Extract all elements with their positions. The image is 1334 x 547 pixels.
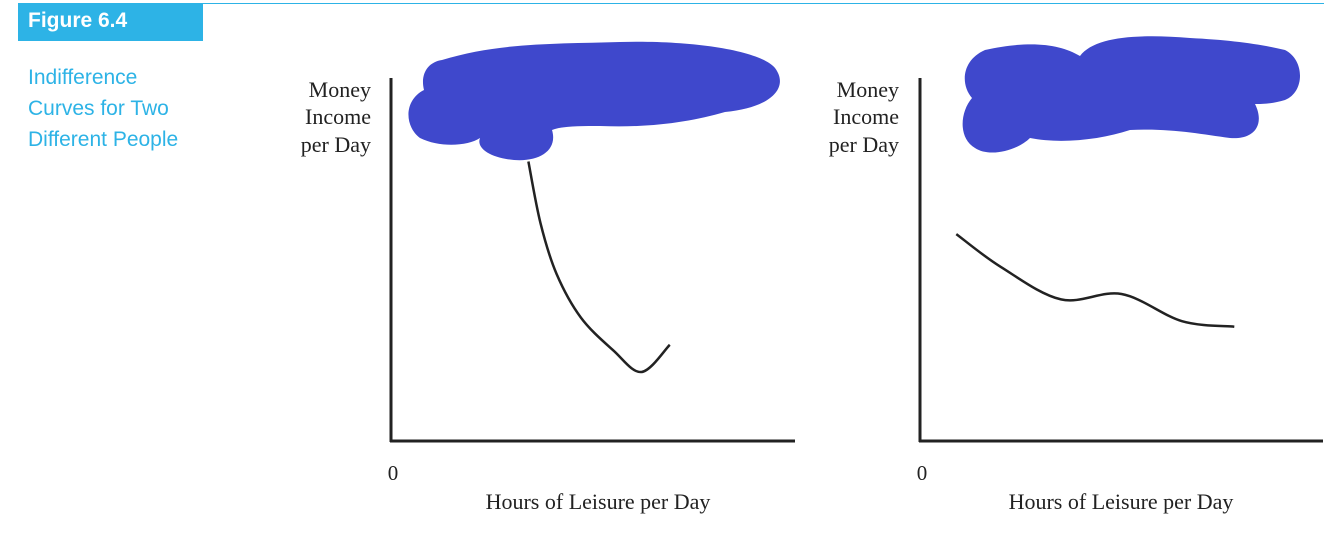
y-axis-label-line: Money (837, 77, 899, 102)
indifference-curve (527, 161, 671, 374)
origin-label: 0 (917, 461, 928, 485)
y-axis-label-line: Money (309, 77, 371, 102)
caption-line: Indifference (28, 66, 138, 89)
y-axis-label-line: per Day (829, 132, 899, 157)
top-rule (203, 3, 1324, 4)
caption-line: Curves for Two (28, 97, 169, 120)
chart-right: Money Income per Day 0 Hours of Leisure … (829, 36, 1323, 514)
x-axis-label: Hours of Leisure per Day (486, 489, 711, 514)
indifference-curve (955, 233, 1235, 328)
origin-label: 0 (388, 461, 399, 485)
y-axis-label-line: Income (305, 104, 371, 129)
y-axis-label-line: Income (833, 104, 899, 129)
figure-label: Figure 6.4 (18, 3, 203, 41)
y-axis-label-line: per Day (301, 132, 371, 157)
figure-caption: Indifference Curves for Two Different Pe… (28, 62, 228, 155)
redaction-scribble (962, 36, 1300, 153)
caption-line: Different People (28, 128, 179, 151)
x-axis-label: Hours of Leisure per Day (1009, 489, 1234, 514)
redaction-scribble (408, 41, 780, 161)
chart-left: Money Income per Day 0 Hours of Leisure … (301, 41, 795, 514)
